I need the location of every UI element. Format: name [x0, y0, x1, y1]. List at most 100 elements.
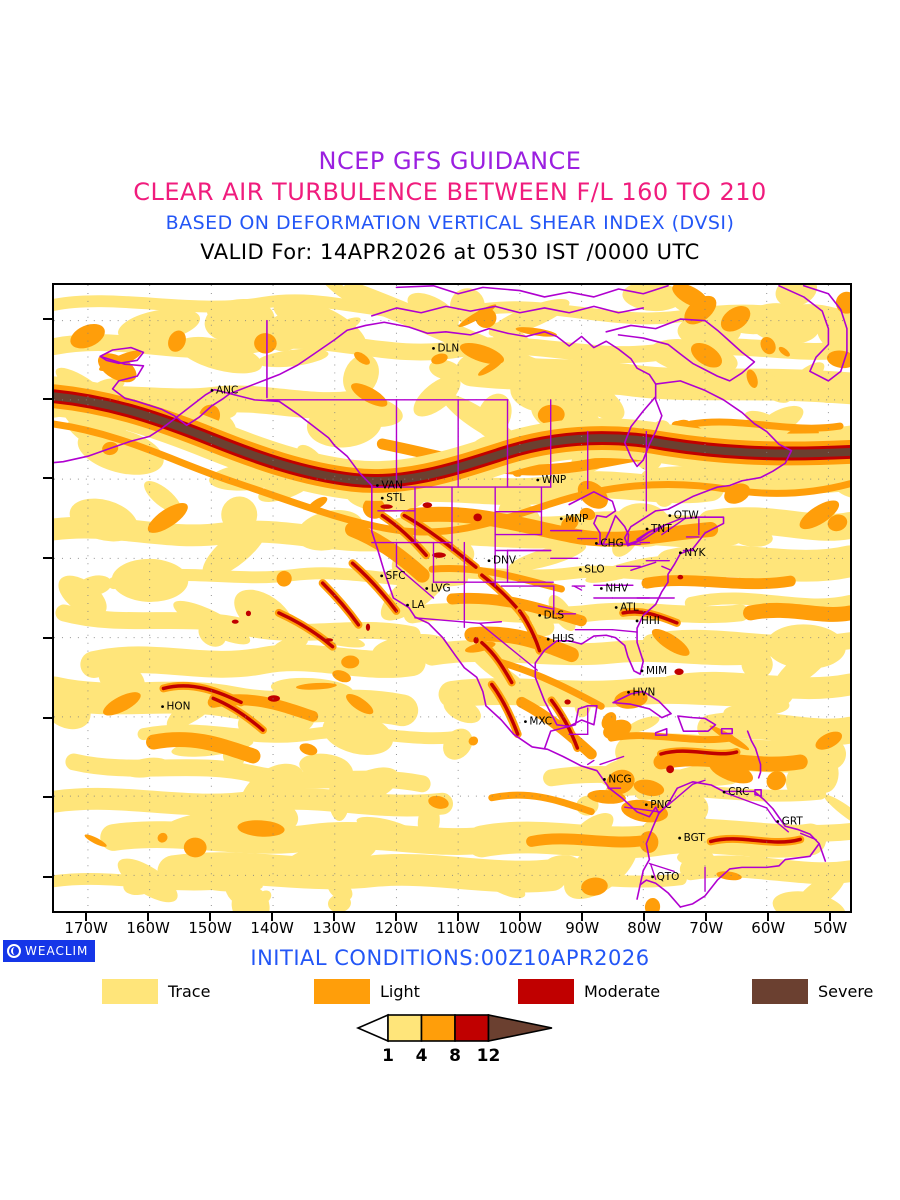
cat-patch	[473, 636, 479, 644]
cat-patch	[716, 871, 742, 881]
cat-patch	[476, 393, 512, 438]
cat-patch	[98, 662, 145, 698]
map-plot-area[interactable]: ANC DLN VAN STL WNP MNP CHG TNT OTW NYK SLO DNV SFC L…	[52, 283, 852, 913]
initial-conditions-text: INITIAL CONDITIONS:00Z10APR2026	[250, 946, 650, 970]
station-label-dln: DLN	[437, 342, 459, 354]
cat-band	[100, 821, 506, 855]
cat-patch	[579, 507, 596, 521]
coastline	[679, 842, 820, 908]
cat-patch	[147, 503, 188, 533]
station-dot	[487, 559, 491, 563]
cat-band	[488, 791, 595, 816]
station-dot	[380, 574, 384, 578]
cat-patch	[327, 894, 351, 911]
cat-patch	[254, 333, 277, 354]
x-axis-label: 80W	[627, 919, 662, 937]
cat-patch	[346, 693, 374, 715]
cat-patch	[322, 712, 394, 755]
station-label-crc: CRC	[728, 786, 749, 798]
colorbar-segment	[487, 1014, 553, 1042]
cat-patch	[826, 350, 850, 369]
cat-patch	[835, 291, 850, 314]
x-axis-label: 70W	[689, 919, 724, 937]
cat-patch	[644, 897, 661, 911]
cat-patch	[329, 317, 361, 336]
cat-patch	[365, 623, 371, 631]
coastline	[587, 759, 595, 766]
cat-patch	[478, 359, 503, 376]
cat-patch	[674, 668, 684, 675]
cat-patch	[473, 513, 482, 522]
cat-patch	[422, 502, 433, 509]
cat-patch	[183, 837, 207, 858]
legend-swatch	[752, 979, 808, 1004]
coastline	[605, 318, 756, 382]
weaclim-logo-text: WEACLIM	[25, 944, 89, 958]
x-axis-label: 150W	[188, 919, 232, 937]
colorbar-under-arrow	[355, 1013, 389, 1043]
cat-patch	[666, 765, 675, 774]
legend-item-light: Light	[314, 979, 420, 1004]
x-axis-tick	[829, 913, 832, 921]
station-label-stl: STL	[386, 492, 405, 504]
station-label-dls: DLS	[544, 609, 565, 621]
coastline	[611, 629, 638, 633]
legend-label: Severe	[818, 982, 874, 1001]
y-axis-tick	[43, 876, 52, 879]
coastline	[568, 490, 666, 545]
cat-patch	[443, 728, 473, 760]
cat-band	[490, 682, 520, 736]
title-line-product: CLEAR AIR TURBULENCE BETWEEN F/L 160 TO …	[133, 178, 767, 206]
station-label-la: LA	[412, 599, 426, 611]
station-dot	[210, 389, 214, 392]
station-label-pnc: PNC	[650, 799, 671, 811]
cat-patch	[99, 350, 142, 371]
station-dot	[375, 484, 379, 487]
station-label-nyk: NYK	[684, 547, 706, 559]
coastline	[661, 565, 672, 571]
cat-patch	[785, 764, 820, 801]
station-label-qto: QTO	[657, 871, 680, 883]
cat-patch	[799, 500, 840, 530]
cat-patch	[224, 862, 261, 906]
cat-patch	[356, 816, 418, 839]
coastline	[657, 781, 827, 862]
coastline	[395, 565, 435, 599]
legend-label: Trace	[168, 982, 211, 1001]
coastline	[778, 285, 848, 382]
x-axis-tick	[457, 913, 460, 921]
cat-band	[402, 513, 478, 569]
cat-band	[498, 659, 605, 710]
cat-patch	[245, 610, 252, 617]
coastline	[229, 321, 663, 468]
cat-band	[464, 626, 579, 663]
title-line-valid: VALID For: 14APR2026 at 0530 IST /0000 U…	[200, 240, 700, 264]
coastline	[99, 346, 145, 365]
station-label-hon: HON	[167, 701, 191, 713]
cat-patch	[577, 480, 608, 509]
legend-item-severe: Severe	[752, 979, 873, 1004]
x-axis-label: 50W	[813, 919, 848, 937]
cat-patch	[585, 556, 672, 583]
title-block: NCEP GFS GUIDANCE CLEAR AIR TURBULENCE B…	[0, 146, 900, 268]
severity-legend: Trace Light Moderate Severe	[52, 979, 873, 1005]
cat-patch	[431, 353, 448, 365]
cat-band	[517, 609, 542, 653]
cat-patch	[84, 834, 107, 847]
cat-patch	[774, 644, 832, 690]
station-dot	[432, 347, 435, 350]
station-dot	[603, 778, 606, 781]
station-dot	[161, 705, 164, 708]
y-axis-tick	[43, 477, 52, 480]
cat-patch	[654, 485, 675, 507]
weaclim-logo[interactable]: WEACLIM	[3, 940, 95, 962]
coastline	[661, 518, 686, 536]
cat-patch	[123, 757, 170, 778]
cat-patch	[299, 743, 318, 756]
station-label-otw: OTW	[674, 510, 699, 522]
y-axis-tick	[43, 796, 52, 799]
x-axis-label: 120W	[374, 919, 418, 937]
cat-band	[55, 604, 421, 644]
cat-patch	[338, 767, 399, 805]
cat-band	[708, 837, 802, 844]
